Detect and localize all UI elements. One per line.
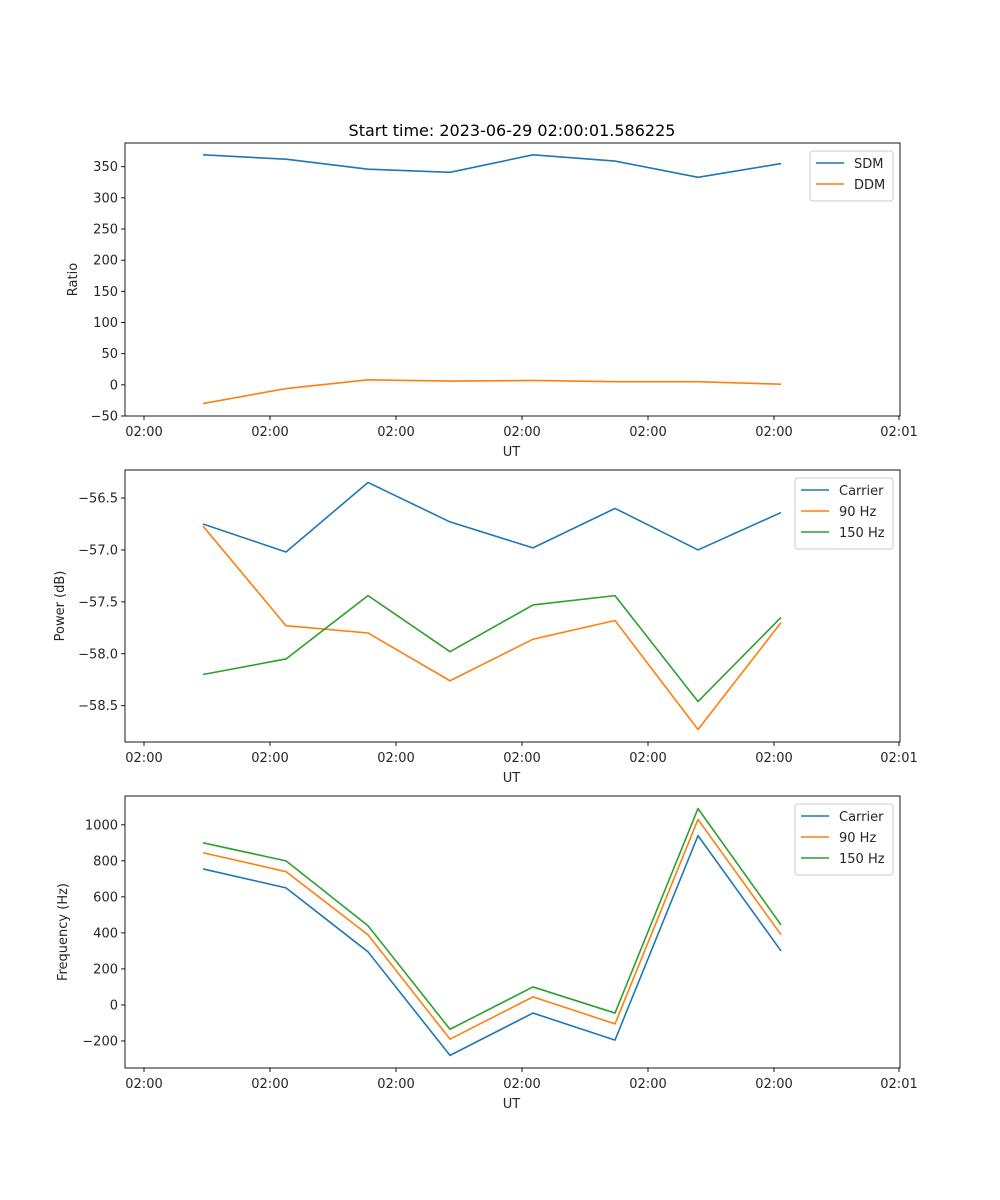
series-line-sdm	[202, 154, 782, 179]
x-tick-label: 02:00	[125, 751, 162, 766]
series-line-90-hz	[202, 525, 782, 731]
legend-label: 150 Hz	[839, 852, 885, 867]
y-tick-label: −57.0	[78, 543, 118, 558]
x-axis-label: UT	[503, 445, 521, 460]
x-tick-label: 02:01	[880, 1077, 917, 1092]
y-tick-label: 0	[110, 998, 118, 1013]
x-axis-label: UT	[503, 771, 521, 786]
y-tick-label: −57.5	[78, 595, 118, 610]
y-tick-label: 0	[110, 378, 118, 393]
x-tick-label: 02:00	[251, 751, 288, 766]
y-tick-label: −50	[91, 410, 118, 425]
y-tick-label: 200	[93, 254, 118, 269]
y-axis-label: Power (dB)	[53, 571, 68, 642]
series-line-carrier	[202, 481, 782, 553]
legend: SDM DDM	[809, 150, 894, 202]
y-axis-label: Frequency (Hz)	[56, 883, 71, 981]
legend-label: 90 Hz	[839, 505, 876, 520]
series-line-carrier	[202, 834, 782, 1057]
chart-panel-2: −58.5 −58.0 −57.5 −57.0 −56.5 02:00 02:00 02:00…	[53, 469, 918, 786]
plot-frame	[124, 795, 901, 1069]
chart-panel-1: −50 0 50 100 150 200 250 300 350 02:00 02:00 02:00 0…	[66, 142, 918, 460]
x-tick-label: 02:00	[251, 1077, 288, 1092]
x-tick-label: 02:01	[880, 751, 917, 766]
x-tick-label: 02:00	[125, 425, 162, 440]
series-line-150-hz	[202, 594, 782, 703]
legend-label: SDM	[854, 157, 883, 172]
x-axis-label: UT	[503, 1097, 521, 1112]
x-tick-label: 02:00	[503, 425, 540, 440]
x-tick-label: 02:01	[880, 425, 917, 440]
x-tick-label: 02:00	[503, 1077, 540, 1092]
legend: Carrier 90 Hz 150 Hz	[794, 477, 894, 550]
y-tick-label: 800	[93, 854, 118, 869]
x-tick-label: 02:00	[377, 1077, 414, 1092]
series-line-90-hz	[202, 818, 782, 1040]
chart-panels: −50 0 50 100 150 200 250 300 350 02:00 02:00 02:00 0…	[53, 142, 918, 1112]
y-tick-label: 200	[93, 962, 118, 977]
x-tick-label: 02:00	[629, 425, 666, 440]
series-line-150-hz	[202, 807, 782, 1031]
legend-label: Carrier	[839, 810, 884, 825]
legend-label: DDM	[854, 178, 885, 193]
x-tick-label: 02:00	[629, 1077, 666, 1092]
y-axis-label: Ratio	[66, 263, 81, 296]
y-tick-label: 350	[93, 160, 118, 175]
plot-frame	[124, 469, 901, 743]
y-tick-label: 250	[93, 223, 118, 238]
legend-label: 90 Hz	[839, 831, 876, 846]
x-tick-label: 02:00	[755, 751, 792, 766]
y-tick-label: 100	[93, 316, 118, 331]
x-tick-label: 02:00	[755, 1077, 792, 1092]
y-tick-label: −58.5	[78, 699, 118, 714]
x-tick-label: 02:00	[251, 425, 288, 440]
x-tick-label: 02:00	[377, 425, 414, 440]
x-tick-label: 02:00	[755, 425, 792, 440]
y-tick-label: 300	[93, 191, 118, 206]
legend-label: 150 Hz	[839, 526, 885, 541]
y-tick-label: 50	[101, 347, 118, 362]
x-tick-label: 02:00	[125, 1077, 162, 1092]
legend-label: Carrier	[839, 484, 884, 499]
chart-panel-3: −200 0 200 400 600 800 1000 02:00 02:00 02:00 02:0…	[56, 795, 918, 1112]
y-tick-label: −58.0	[78, 647, 118, 662]
y-tick-label: 600	[93, 890, 118, 905]
y-tick-label: 400	[93, 926, 118, 941]
y-tick-label: 1000	[85, 818, 118, 833]
y-tick-label: −200	[82, 1034, 118, 1049]
legend: Carrier 90 Hz 150 Hz	[794, 803, 894, 876]
x-tick-label: 02:00	[503, 751, 540, 766]
series-line-ddm	[202, 379, 782, 405]
x-tick-label: 02:00	[629, 751, 666, 766]
y-tick-label: −56.5	[78, 492, 118, 507]
x-tick-label: 02:00	[377, 751, 414, 766]
figure-title: Start time: 2023-06-29 02:00:01.586225	[349, 121, 676, 140]
plot-frame	[124, 142, 901, 417]
y-tick-label: 150	[93, 285, 118, 300]
